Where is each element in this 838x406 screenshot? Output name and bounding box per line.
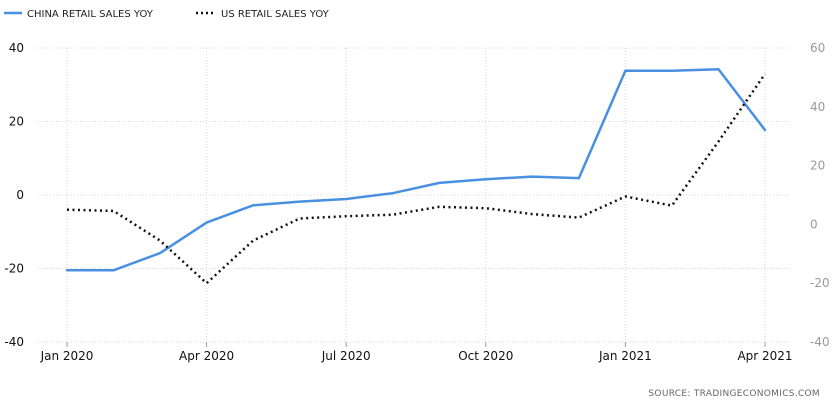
right-tick-label: 0 — [810, 217, 818, 231]
x-tick-label: Jan 2021 — [598, 349, 652, 363]
legend-us-label: US RETAIL SALES YOY — [221, 9, 330, 20]
series-layer — [65, 68, 767, 285]
right-tick-label: -20 — [810, 276, 830, 290]
right-tick-label: 60 — [810, 41, 825, 55]
left-tick-label: -20 — [4, 262, 24, 276]
x-tick-label: Jul 2020 — [321, 349, 371, 363]
legend: CHINA RETAIL SALES YOY US RETAIL SALES Y… — [4, 9, 330, 20]
right-tick-label: 40 — [810, 100, 825, 114]
x-axis-ticks: Jan 2020 Apr 2020 Jul 2020 Oct 2020 Jan 2021… — [40, 342, 793, 363]
right-tick-label: -40 — [810, 335, 830, 349]
left-tick-label: -40 — [4, 335, 24, 349]
left-tick-label: 40 — [9, 41, 24, 55]
gridlines — [38, 47, 790, 343]
left-axis-ticks: 40 20 0 -20 -40 — [4, 41, 24, 349]
x-tick-label: Oct 2020 — [458, 349, 513, 363]
x-tick-label: Apr 2021 — [737, 349, 792, 363]
right-tick-label: 20 — [810, 159, 825, 173]
left-tick-label: 20 — [9, 115, 24, 129]
legend-china-label: CHINA RETAIL SALES YOY — [27, 9, 154, 20]
us-retail-sales-line — [66, 73, 767, 285]
left-tick-label: 0 — [16, 188, 24, 202]
x-tick-label: Jan 2020 — [40, 349, 94, 363]
china-retail-sales-line — [65, 68, 767, 272]
x-tick-label: Apr 2020 — [179, 349, 234, 363]
source-label: SOURCE: TRADINGECONOMICS.COM — [648, 389, 820, 399]
right-axis-ticks: 60 40 20 0 -20 -40 — [810, 41, 830, 349]
